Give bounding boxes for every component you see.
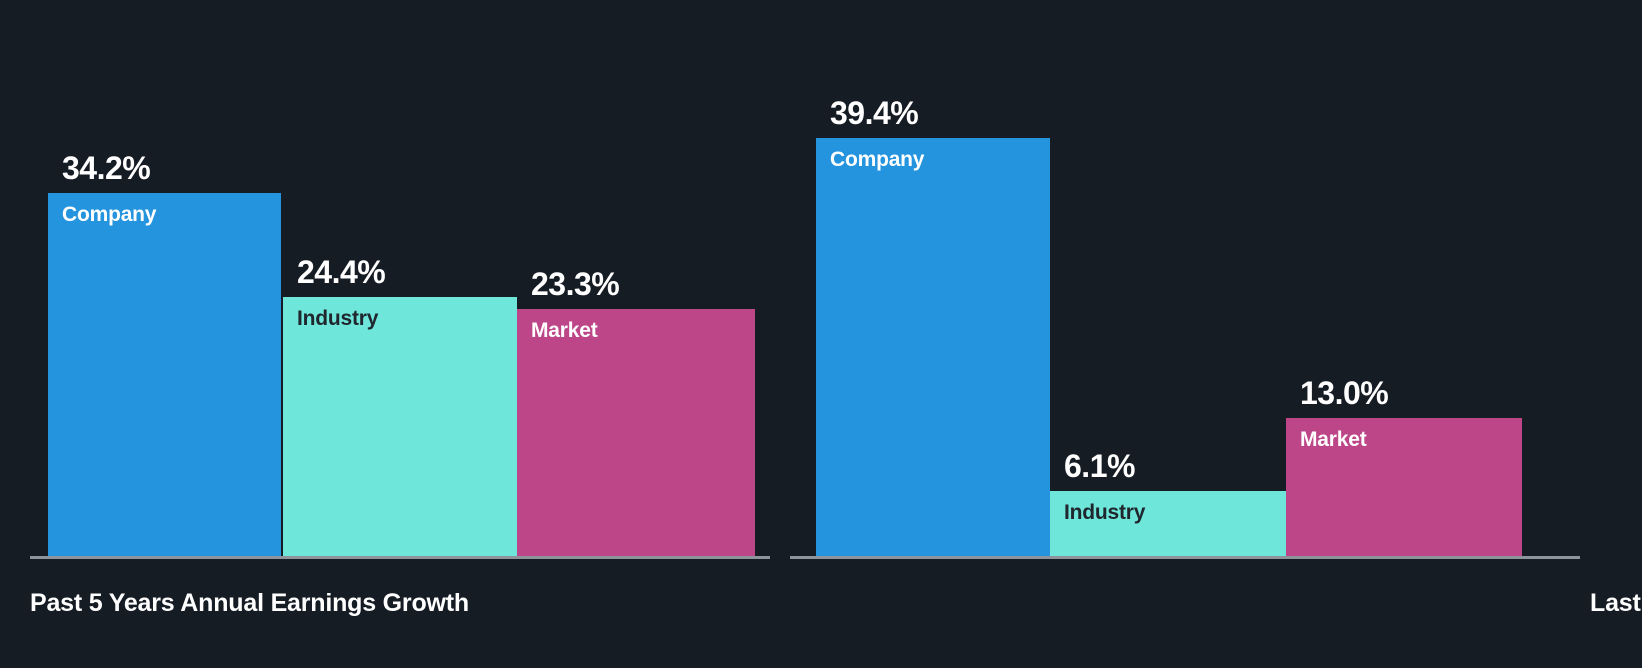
axis-baseline bbox=[30, 556, 770, 559]
value-label-company: 34.2% bbox=[62, 150, 151, 186]
value-label-market: 23.3% bbox=[531, 266, 620, 302]
chart-panel-last-1-year: Company Industry Market 39.4% 6.1% 13.0%… bbox=[790, 0, 1642, 668]
bar-company[interactable]: Company bbox=[816, 138, 1050, 556]
plot-area-right: Company Industry Market 39.4% 6.1% 13.0% bbox=[790, 0, 1642, 559]
value-label-company: 39.4% bbox=[830, 95, 919, 131]
bar-label-company: Company bbox=[830, 148, 925, 171]
bar-label-industry: Industry bbox=[1064, 501, 1146, 524]
value-label-industry: 24.4% bbox=[297, 254, 386, 290]
bar-industry[interactable]: Industry bbox=[283, 297, 517, 556]
plot-area-left: Company Industry Market 34.2% 24.4% 23.3… bbox=[0, 0, 790, 559]
bar-market[interactable]: Market bbox=[517, 309, 755, 556]
axis-baseline bbox=[790, 556, 1580, 559]
chart-caption-last-1-year: Last 1 Year Earnings Growth bbox=[1590, 589, 1642, 617]
bar-market[interactable]: Market bbox=[1286, 418, 1522, 556]
bar-company[interactable]: Company bbox=[48, 193, 281, 556]
bar-label-company: Company bbox=[62, 203, 157, 226]
bar-label-market: Market bbox=[531, 319, 598, 342]
value-label-industry: 6.1% bbox=[1064, 448, 1135, 484]
value-label-market: 13.0% bbox=[1300, 375, 1389, 411]
chart-caption-past-5-years: Past 5 Years Annual Earnings Growth bbox=[30, 589, 469, 617]
bar-industry[interactable]: Industry bbox=[1050, 491, 1286, 556]
bar-label-market: Market bbox=[1300, 428, 1367, 451]
bar-label-industry: Industry bbox=[297, 307, 379, 330]
chart-panel-past-5-years: Company Industry Market 34.2% 24.4% 23.3… bbox=[0, 0, 790, 668]
